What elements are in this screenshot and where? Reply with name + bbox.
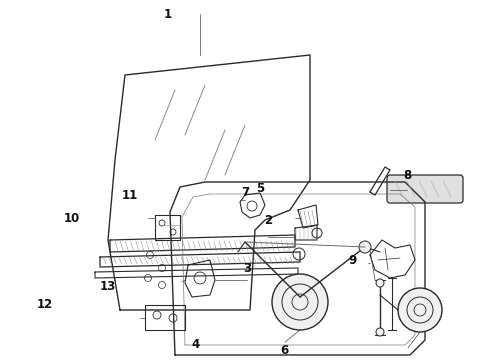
Text: 7: 7 <box>241 185 249 198</box>
Circle shape <box>376 328 384 336</box>
Text: 13: 13 <box>100 280 116 293</box>
Text: 1: 1 <box>164 8 172 21</box>
Circle shape <box>376 279 384 287</box>
Text: 2: 2 <box>264 213 272 226</box>
Text: 5: 5 <box>256 181 264 194</box>
Circle shape <box>359 241 371 253</box>
Text: 8: 8 <box>403 168 411 181</box>
Text: 12: 12 <box>37 298 53 311</box>
Text: 6: 6 <box>280 343 288 356</box>
Text: 4: 4 <box>192 338 200 351</box>
Circle shape <box>398 288 442 332</box>
Text: 9: 9 <box>348 253 356 266</box>
Circle shape <box>272 274 328 330</box>
Text: 3: 3 <box>243 261 251 274</box>
FancyBboxPatch shape <box>387 175 463 203</box>
Text: 10: 10 <box>64 212 80 225</box>
Text: 11: 11 <box>122 189 138 202</box>
